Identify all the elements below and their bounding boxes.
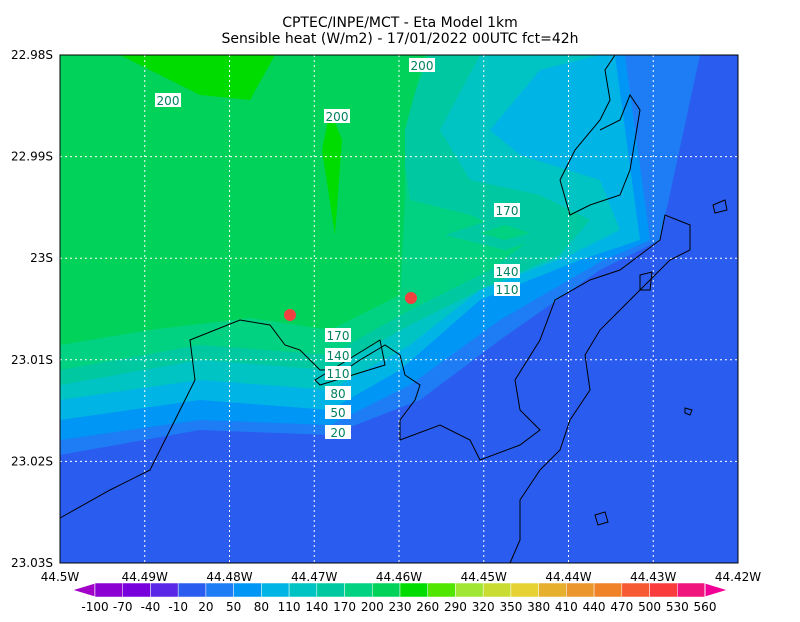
colorbar-label: -40 (141, 600, 161, 614)
y-tick-label: 23S (30, 251, 53, 265)
x-tick-label: 44.49W (122, 570, 168, 584)
title-line: CPTEC/INPE/MCT - Eta Model 1km (282, 15, 518, 31)
colorbar-segment (455, 582, 484, 598)
contour-label: 170 (496, 204, 519, 218)
y-tick-label: 23.02S (11, 454, 53, 468)
colorbar-segment (288, 582, 318, 598)
colorbar-segment (205, 582, 234, 598)
title-line: Sensible heat (W/m2) - 17/01/2022 00UTC … (221, 31, 578, 47)
colorbar-label: 200 (361, 600, 384, 614)
colorbar-label: 560 (694, 600, 717, 614)
colorbar-segment (649, 582, 678, 598)
colorbar-segment (122, 582, 151, 598)
contour-label-box (494, 203, 520, 217)
contour-label-box (325, 366, 351, 380)
contour-label-box (325, 386, 351, 400)
contour-label-box (494, 282, 520, 296)
point-marker (405, 292, 417, 304)
field (60, 55, 738, 563)
x-tick-label: 44.48W (206, 570, 252, 584)
x-tick-label: 44.47W (291, 570, 337, 584)
colorbar-segment (621, 582, 650, 598)
contour-label: 140 (327, 349, 350, 363)
colorbar-label: 170 (333, 600, 356, 614)
colorbar-label: 440 (583, 600, 606, 614)
colorbar-segment (316, 582, 345, 598)
x-tick-label: 44.45W (461, 570, 507, 584)
colorbar-label: 230 (389, 600, 412, 614)
plot-frame (59, 54, 739, 564)
colorbar-label: 80 (254, 600, 269, 614)
contour-label: 50 (330, 406, 345, 420)
colorbar-label: 20 (198, 600, 213, 614)
colorbar-label: 290 (444, 600, 467, 614)
colorbar: -100 -70 -40 -10 20 50 80 110 140 170 200 230 260 290… (70, 582, 730, 614)
contour-labels: 200 200 200 170 140 110 170 140 110 80 50 20 (155, 58, 520, 440)
y-tick-label: 23.01S (11, 353, 53, 367)
contour-label-box (325, 405, 351, 419)
colorbar-label: 350 (499, 600, 522, 614)
colorbar-segment (427, 582, 456, 598)
contour-label: 110 (327, 367, 350, 381)
colorbar-label: 110 (278, 600, 301, 614)
grid (60, 55, 738, 563)
colorbar-segment (538, 582, 567, 598)
colorbar-segment (677, 582, 706, 598)
contour-label: 200 (411, 59, 434, 73)
x-tick-label: 44.44W (545, 570, 591, 584)
colorbar-segment (261, 582, 290, 598)
x-tick-label: 44.43W (630, 570, 676, 584)
contour-label-box (409, 58, 435, 72)
y-tick-label: 23.03S (11, 556, 53, 570)
contour-label: 140 (496, 265, 519, 279)
contour-label-box (494, 264, 520, 278)
x-tick-label: 44.46W (376, 570, 422, 584)
contour-label-box (325, 348, 351, 362)
contour-label: 20 (330, 426, 345, 440)
colorbar-segment (566, 582, 595, 598)
colorbar-segment (399, 582, 428, 598)
colorbar-label: -10 (168, 600, 188, 614)
colorbar-segment (233, 582, 262, 598)
colorbar-label: 500 (638, 600, 661, 614)
colorbar-end (704, 582, 730, 598)
x-tick-label: 44.5W (41, 570, 80, 584)
point-marker (284, 309, 296, 321)
colorbar-label: 380 (527, 600, 550, 614)
contour-label: 200 (157, 94, 180, 108)
contour-label: 170 (327, 329, 350, 343)
colorbar-label: -70 (113, 600, 133, 614)
colorbar-segment (344, 582, 373, 598)
contour-label-box (325, 328, 351, 342)
coastline (59, 54, 728, 564)
colorbar-segment (150, 582, 179, 598)
colorbar-end (70, 582, 96, 598)
contour-label-box (155, 93, 181, 107)
colorbar-segment (593, 582, 623, 598)
colorbar-segment (372, 582, 401, 598)
contour-label: 110 (496, 283, 519, 297)
y-tick-label: 22.99S (11, 150, 53, 164)
colorbar-label: 320 (472, 600, 495, 614)
colorbar-label: 260 (416, 600, 439, 614)
contour-label-box (325, 425, 351, 439)
colorbar-label: 410 (555, 600, 578, 614)
contour-label-box (324, 109, 350, 123)
colorbar-label: 50 (226, 600, 241, 614)
colorbar-segment (94, 582, 123, 598)
colorbar-label: 140 (305, 600, 328, 614)
y-tick-label: 22.98S (11, 48, 53, 62)
contour-label: 80 (330, 387, 345, 401)
colorbar-label: 470 (610, 600, 633, 614)
colorbar-label: 530 (666, 600, 689, 614)
colorbar-segment (482, 582, 512, 598)
axes: 44.5W 44.49W 44.48W 44.47W 44.46W 44.45W 44.44… (11, 48, 761, 584)
contour-label: 200 (326, 110, 349, 124)
colorbar-segment (177, 582, 207, 598)
x-tick-label: 44.42W (715, 570, 761, 584)
colorbar-label: -100 (81, 600, 108, 614)
colorbar-segment (510, 582, 539, 598)
